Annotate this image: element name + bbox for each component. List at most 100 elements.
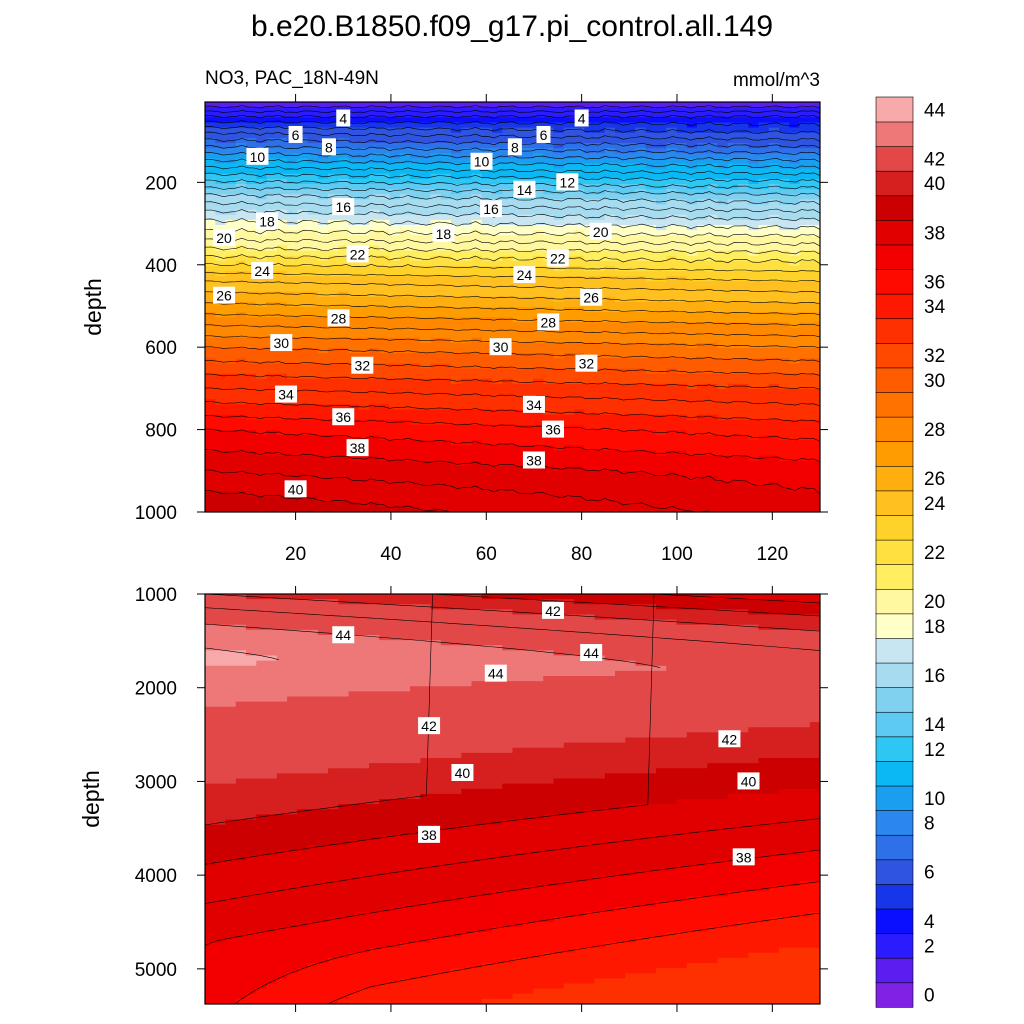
field-cell	[522, 153, 534, 159]
field-cell	[246, 276, 257, 282]
field-cell	[420, 276, 432, 282]
field-cell	[574, 460, 585, 467]
field-cell	[440, 435, 452, 441]
field-cell	[697, 245, 708, 252]
field-cell	[604, 460, 616, 467]
field-cell	[635, 491, 647, 498]
field-cell	[512, 476, 524, 482]
contour-label: 30	[489, 338, 512, 356]
field-cell	[287, 163, 298, 170]
field-cell	[328, 184, 339, 190]
field-cell	[461, 178, 473, 185]
field-cell	[451, 368, 462, 375]
field-cell	[225, 307, 237, 313]
field-cell	[369, 296, 380, 303]
field-cell	[266, 296, 278, 303]
field-cell	[676, 476, 688, 482]
field-cell	[328, 168, 339, 175]
field-cell	[369, 404, 380, 411]
field-cell	[379, 450, 391, 457]
field-cell	[779, 204, 790, 211]
field-cell	[502, 476, 514, 482]
field-cell	[399, 178, 411, 185]
field-cell	[307, 153, 319, 159]
field-cell	[471, 225, 483, 231]
field-cell	[358, 209, 370, 216]
field-cell	[420, 122, 432, 129]
field-cell	[533, 230, 544, 236]
field-cell	[635, 389, 647, 395]
field-cell	[461, 419, 473, 426]
field-cell	[440, 322, 452, 329]
field-cell	[676, 301, 688, 308]
field-cell	[492, 394, 503, 400]
field-cell	[615, 117, 626, 124]
field-cell	[707, 168, 719, 175]
field-cell	[543, 465, 555, 472]
field-cell	[768, 178, 780, 185]
field-cell	[451, 363, 462, 370]
field-cell	[656, 496, 667, 503]
field-cell	[369, 184, 380, 190]
field-cell	[420, 189, 432, 195]
field-cell	[369, 440, 380, 446]
field-cell	[594, 214, 606, 221]
field-cell	[768, 245, 780, 252]
field-cell	[615, 501, 626, 508]
field-cell	[553, 378, 565, 385]
field-cell	[543, 342, 555, 349]
field-cell	[553, 491, 565, 498]
field-cell	[707, 337, 719, 344]
field-cell	[471, 424, 483, 431]
field-cell	[553, 189, 565, 195]
field-cell	[738, 225, 749, 231]
field-cell	[256, 132, 268, 139]
field-cell	[553, 404, 565, 411]
field-cell	[410, 312, 421, 318]
field-cell	[604, 137, 616, 144]
field-cell	[676, 486, 688, 493]
field-cell	[676, 445, 688, 452]
field-cell	[779, 465, 790, 472]
field-cell	[707, 409, 719, 416]
field-cell	[604, 419, 616, 426]
field-cell	[533, 506, 544, 512]
field-cell	[717, 184, 729, 190]
field-cell	[707, 199, 719, 206]
field-cell	[338, 389, 350, 395]
field-cell	[399, 450, 411, 457]
field-cell	[574, 327, 585, 334]
field-cell	[358, 486, 370, 493]
field-cell	[543, 214, 555, 221]
field-cell	[266, 137, 278, 144]
field-cell	[338, 491, 350, 498]
field-cell	[604, 240, 616, 247]
field-cell	[399, 383, 411, 390]
field-cell	[758, 435, 770, 441]
field-cell	[430, 281, 442, 288]
field-cell	[410, 342, 421, 349]
field-cell	[758, 358, 770, 364]
field-cell	[594, 465, 606, 472]
field-cell	[635, 378, 647, 385]
field-cell	[307, 481, 319, 487]
field-cell	[492, 148, 503, 154]
field-cell	[635, 122, 647, 129]
field-cell	[492, 245, 503, 252]
contour-label-box	[270, 334, 293, 352]
field-cell	[707, 414, 719, 421]
field-cell	[717, 337, 729, 344]
y-tick-label: 200	[145, 173, 177, 194]
field-cell	[235, 424, 247, 431]
field-cell	[297, 476, 309, 482]
field-cell	[389, 337, 401, 344]
field-cell	[707, 501, 719, 508]
field-cell	[707, 491, 719, 498]
field-cell	[328, 286, 339, 293]
field-cell	[287, 337, 298, 344]
field-cell	[635, 496, 647, 503]
field-cell	[635, 240, 647, 247]
field-cell	[297, 168, 309, 175]
field-cell	[522, 378, 534, 385]
field-cell	[543, 112, 555, 118]
